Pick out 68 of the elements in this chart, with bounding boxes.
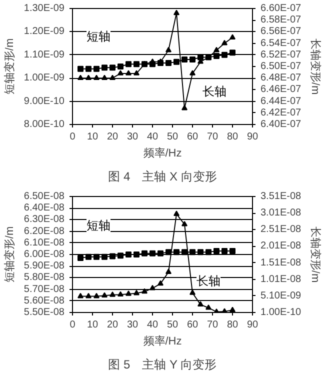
x-tick-label: 70 xyxy=(206,320,218,330)
y-tick-label: 6.50E-08 xyxy=(24,191,65,202)
y-tick-label: 1.00E-09 xyxy=(24,72,65,84)
y-tick-label: 1.20E-09 xyxy=(24,26,65,38)
y-tick-label: 9.00E-10 xyxy=(24,96,65,107)
y2-tick-label: 2.51E-08 xyxy=(260,224,302,236)
x-tick-label: 30 xyxy=(126,320,138,330)
y2-tick-label: 6.52E-07 xyxy=(260,49,302,60)
y-tick-label: 6.40E-08 xyxy=(24,202,65,214)
y2-axis-title: 长轴变形/m xyxy=(309,38,322,95)
y2-tick-label: 6.54E-07 xyxy=(260,38,302,49)
y2-tick-label: 1.00E-10 xyxy=(260,307,302,318)
text: 图 5 主轴 Y 向变形 xyxy=(108,358,217,372)
series-label: 长轴 xyxy=(202,84,226,98)
x-axis-title: 频率/Hz xyxy=(143,146,182,160)
x-tick-label: 60 xyxy=(186,132,198,142)
y-tick-label: 6.30E-08 xyxy=(24,214,65,226)
x-tick-label: 80 xyxy=(226,132,238,142)
y2-tick-label: 6.50E-07 xyxy=(260,61,302,72)
x-tick-label: 90 xyxy=(246,132,258,142)
y2-tick-label: 6.60E-07 xyxy=(260,3,302,14)
y-tick-label: 1.30E-09 xyxy=(24,3,65,14)
legend-label: 短轴 xyxy=(86,218,110,233)
y2-axis-title: 长轴变形/m xyxy=(309,226,322,283)
y2-tick-label: 5.10E-09 xyxy=(260,290,302,302)
x-tick-label: 40 xyxy=(146,320,158,330)
x-tick-label: 50 xyxy=(166,132,178,142)
y-tick-label: 5.50E-08 xyxy=(24,307,65,318)
y2-tick-label: 3.51E-08 xyxy=(260,191,302,202)
y2-tick-label: 6.40E-07 xyxy=(260,119,302,130)
y-tick-label: 5.70E-08 xyxy=(24,284,65,295)
y2-tick-label: 1.01E-08 xyxy=(260,274,302,285)
y-tick-label: 6.00E-08 xyxy=(24,249,65,260)
x-tick-label: 0 xyxy=(70,320,76,330)
x-axis-title: 频率/Hz xyxy=(143,334,182,348)
x-tick-label: 50 xyxy=(166,320,178,330)
y2-tick-label: 6.58E-07 xyxy=(260,14,302,26)
y2-tick-label: 3.01E-08 xyxy=(260,208,302,219)
y-tick-label: 8.00E-10 xyxy=(24,119,65,130)
y-axis-title: 短轴变形/m xyxy=(2,226,16,283)
x-tick-label: 30 xyxy=(126,132,138,142)
x-tick-label: 0 xyxy=(70,132,76,142)
y2-tick-label: 2.01E-08 xyxy=(260,240,302,252)
y2-tick-label: 6.44E-07 xyxy=(260,96,302,107)
x-tick-label: 10 xyxy=(86,320,98,330)
y-tick-label: 6.20E-08 xyxy=(24,226,65,237)
y2-tick-label: 6.56E-07 xyxy=(260,26,302,38)
y2-tick-label: 6.42E-07 xyxy=(260,107,302,118)
series-label: 长轴 xyxy=(196,274,220,288)
y2-tick-label: 1.51E-08 xyxy=(260,257,302,268)
y2-tick-label: 6.48E-07 xyxy=(260,72,302,84)
y-axis-title: 短轴变形/m xyxy=(2,38,16,95)
text: 图 4 主轴 X 向变形 xyxy=(108,170,217,184)
legend-label: 短轴 xyxy=(86,30,110,44)
x-tick-label: 20 xyxy=(106,132,118,142)
y-tick-label: 5.90E-08 xyxy=(24,260,65,272)
x-tick-label: 10 xyxy=(86,132,98,142)
x-tick-label: 80 xyxy=(226,320,238,330)
y-tick-label: 1.10E-09 xyxy=(24,49,65,60)
x-tick-label: 70 xyxy=(206,132,218,142)
x-tick-label: 20 xyxy=(106,320,118,330)
y-tick-label: 5.80E-08 xyxy=(24,272,65,284)
x-tick-label: 90 xyxy=(246,320,258,330)
y2-tick-label: 6.46E-07 xyxy=(260,84,302,96)
y-tick-label: 6.10E-08 xyxy=(24,237,65,248)
x-tick-label: 40 xyxy=(146,132,158,142)
y-tick-label: 5.60E-08 xyxy=(24,295,65,306)
x-tick-label: 60 xyxy=(186,320,198,330)
